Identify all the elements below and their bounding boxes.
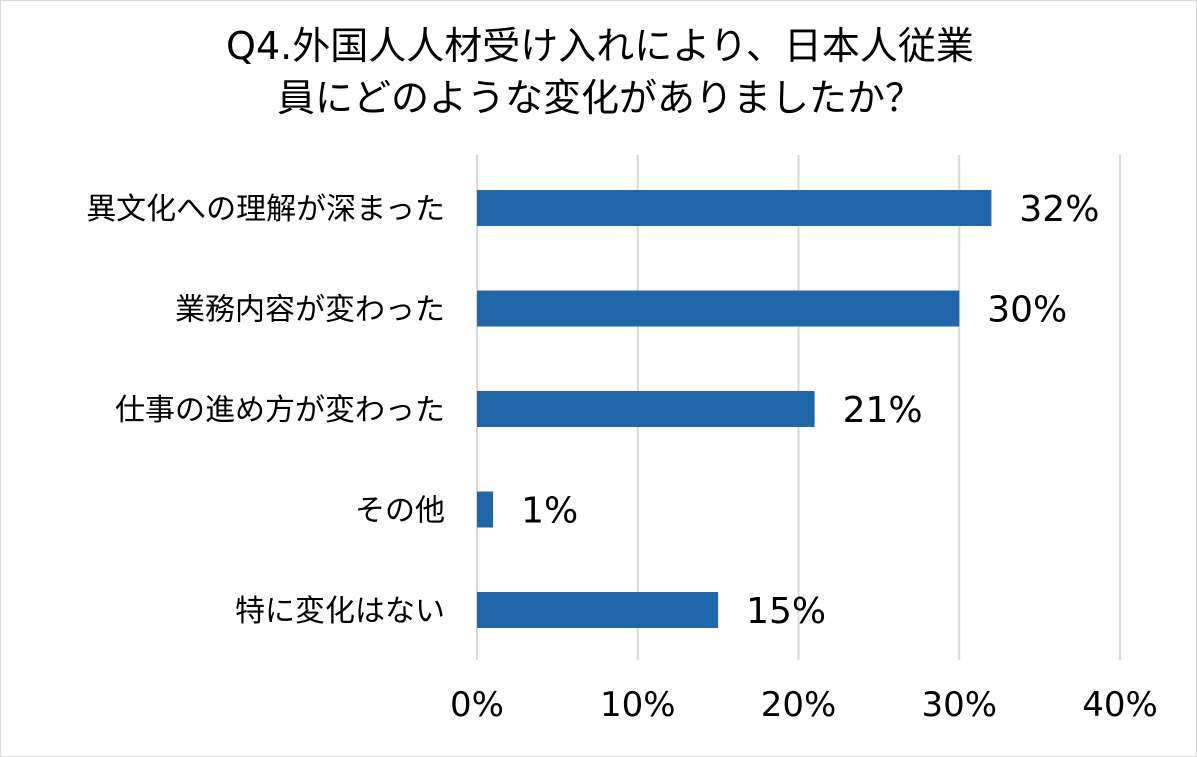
bar-1 [477,190,992,226]
chart-title-line-2: 員にどのような変化がありましたか？ [276,76,923,120]
data-label-3: 21% [843,390,923,431]
data-labels: 32% 30% 21% 1% 15% [521,189,1099,632]
x-axis-tick-labels: 0% 10% 20% 30% 40% [450,685,1158,725]
x-tick-label-30: 30% [921,685,997,725]
data-label-5: 15% [746,591,826,632]
x-tick-label-40: 40% [1082,685,1158,725]
category-label-2: 業務内容が変わった [175,293,445,328]
category-labels: 異文化への理解が深まった業務内容が変わった仕事の進め方が変わったその他特に変化は… [86,192,445,629]
bar-3 [477,391,815,427]
data-label-4: 1% [521,491,578,532]
bar-5 [477,592,719,628]
chart-title-line-1: Q4.外国人人材受け入れにより、日本人従業 [226,24,974,68]
bar-2 [477,290,960,327]
chart-title: Q4.外国人人材受け入れにより、日本人従業 員にどのような変化がありましたか？ [60,20,1140,124]
x-tick-label-10: 10% [600,685,676,725]
data-label-2: 30% [987,290,1067,331]
category-label-4: その他 [355,494,445,529]
x-tick-label-20: 20% [761,685,837,725]
x-tick-label-0: 0% [450,685,504,725]
data-label-1: 32% [1019,189,1099,230]
bars [477,190,992,628]
category-label-3: 仕事の進め方が変わった [115,393,445,428]
bar-4 [477,491,494,528]
category-label-5: 特に変化はない [235,594,445,629]
category-label-1: 異文化への理解が深まった [86,192,445,227]
